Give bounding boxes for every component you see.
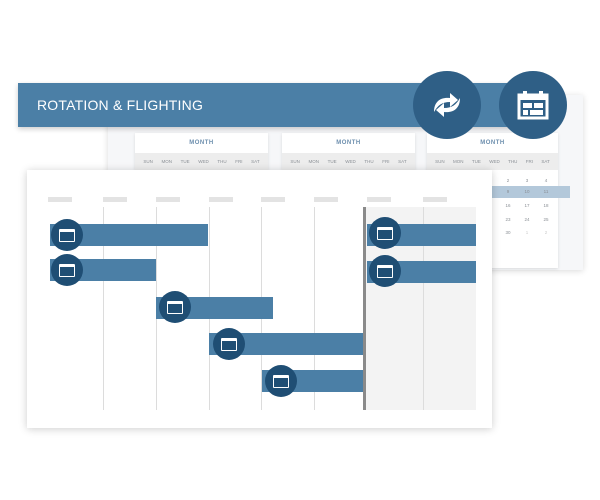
month-label: MONTH — [189, 140, 214, 146]
date-cell[interactable]: 24 — [524, 217, 530, 222]
weekday: THU — [364, 159, 374, 164]
weekday: TUE — [471, 159, 481, 164]
weekday: SUN — [435, 159, 445, 164]
rotate-arrows-icon[interactable] — [413, 71, 481, 139]
date-cell[interactable]: 17 — [524, 203, 530, 208]
weekday: FRI — [525, 159, 533, 164]
section-title: ROTATION & FLIGHTING — [37, 97, 204, 113]
browser-window-icon[interactable] — [369, 255, 401, 287]
browser-window-icon[interactable] — [51, 254, 83, 286]
weekday-row: SUN MON TUE WED THU FRI SAT — [427, 153, 558, 170]
weekday: FRI — [382, 159, 390, 164]
date-row-selected: 891011 — [480, 186, 570, 198]
weekday-row: SUN MON TUE WED THU FRI SAT — [135, 153, 268, 170]
date-cell[interactable]: 2 — [544, 230, 548, 235]
date-cell[interactable]: 2 — [506, 178, 510, 183]
date-cell[interactable]: 4 — [544, 178, 548, 183]
date-cell[interactable]: 10 — [524, 189, 530, 194]
weekday: THU — [217, 159, 227, 164]
date-cell[interactable]: 25 — [543, 217, 549, 222]
date-cell[interactable]: 11 — [543, 189, 549, 194]
browser-window-icon[interactable] — [51, 219, 83, 251]
browser-window-icon[interactable] — [213, 328, 245, 360]
column-label-placeholder — [48, 197, 72, 202]
weekday-row: SUN MON TUE WED THU FRI SAT — [282, 153, 415, 170]
weekday: MON — [308, 159, 319, 164]
browser-window-icon[interactable] — [265, 365, 297, 397]
grid-line — [423, 207, 424, 410]
weekday: SUN — [290, 159, 300, 164]
date-cell[interactable]: 3 — [525, 178, 529, 183]
weekday: TUE — [180, 159, 190, 164]
weekday: TUE — [327, 159, 337, 164]
weekday: WED — [198, 159, 209, 164]
flight-bar[interactable] — [50, 224, 208, 246]
column-label-placeholder — [209, 197, 233, 202]
weekday: MON — [161, 159, 172, 164]
weekday: WED — [489, 159, 500, 164]
weekday: SAT — [541, 159, 550, 164]
month-calendar-1: MONTH SUN MON TUE WED THU FRI SAT — [135, 133, 268, 170]
column-label-placeholder — [261, 197, 285, 202]
flight-bar[interactable] — [209, 333, 363, 355]
column-label-placeholder — [103, 197, 127, 202]
weekday: SUN — [143, 159, 153, 164]
column-label-placeholder — [314, 197, 338, 202]
month-label: MONTH — [336, 140, 361, 146]
browser-window-icon[interactable] — [369, 217, 401, 249]
flighting-timeline-panel — [27, 170, 492, 428]
column-label-placeholder — [367, 197, 391, 202]
weekday: WED — [345, 159, 356, 164]
date-cell[interactable]: 9 — [506, 189, 510, 194]
weekday: FRI — [235, 159, 243, 164]
date-cell[interactable]: 30 — [505, 230, 511, 235]
weekday: MON — [453, 159, 464, 164]
column-label-placeholder — [423, 197, 447, 202]
weekday: THU — [508, 159, 518, 164]
date-cell[interactable]: 23 — [505, 217, 511, 222]
date-cell[interactable]: 18 — [543, 203, 549, 208]
calendar-icon[interactable] — [499, 71, 567, 139]
current-date-marker — [363, 207, 366, 410]
weekday: SAT — [398, 159, 407, 164]
grid-line — [314, 207, 315, 410]
month-calendar-2: MONTH SUN MON TUE WED THU FRI SAT — [282, 133, 415, 170]
month-label: MONTH — [480, 140, 505, 146]
weekday: SAT — [251, 159, 260, 164]
browser-window-icon[interactable] — [159, 291, 191, 323]
grid-line — [103, 207, 104, 410]
date-cell[interactable]: 1 — [525, 230, 529, 235]
date-cell[interactable]: 16 — [505, 203, 511, 208]
column-label-placeholder — [156, 197, 180, 202]
